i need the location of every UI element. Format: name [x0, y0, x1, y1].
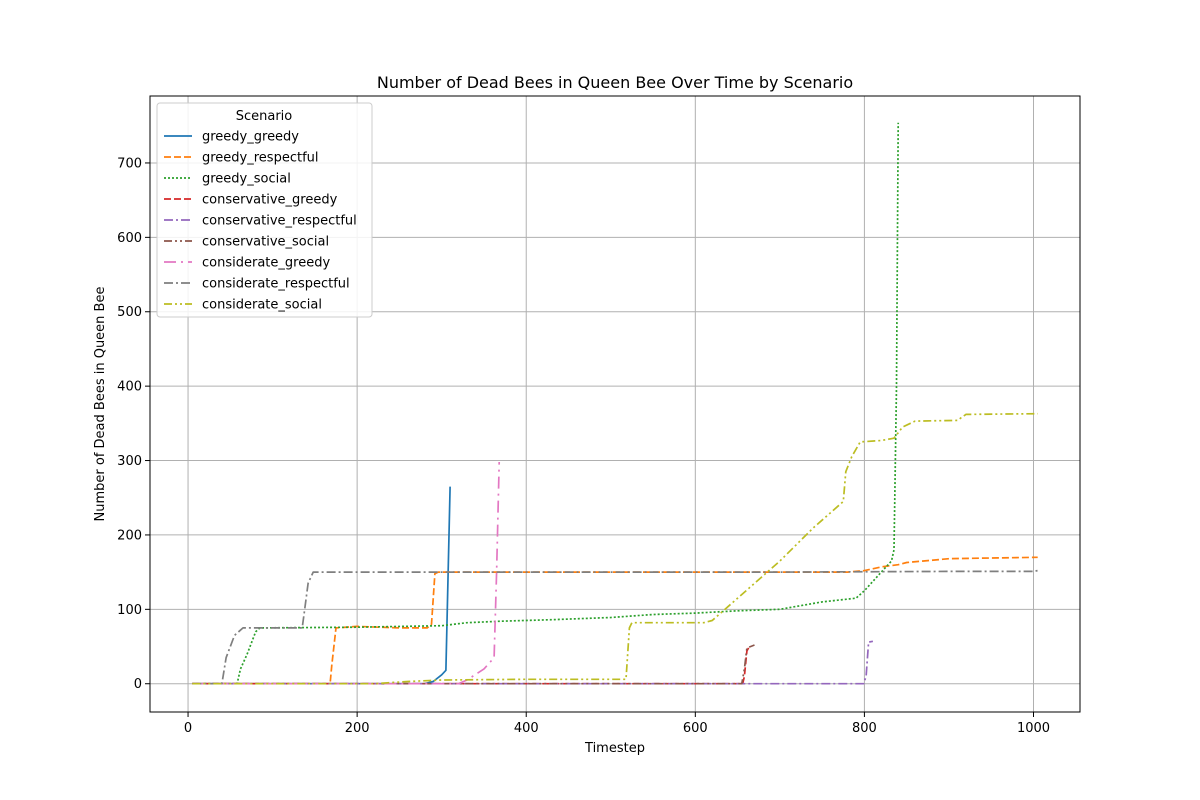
- legend-entry-label: greedy_respectful: [202, 151, 319, 166]
- legend-entry-label: considerate_social: [202, 298, 322, 313]
- legend-entry-label: considerate_greedy: [202, 256, 330, 271]
- series-layer: [192, 122, 1038, 685]
- x-tick-label: 200: [345, 721, 370, 736]
- x-tick-label: 800: [852, 721, 877, 736]
- x-tick-label: 0: [184, 721, 192, 736]
- legend-title: Scenario: [236, 109, 293, 124]
- y-tick-label: 200: [117, 528, 142, 543]
- x-tick-label: 1000: [1017, 721, 1050, 736]
- gridlines: [150, 96, 1080, 712]
- series-line-considerate-respectful: [192, 569, 1038, 685]
- legend-entry-label: conservative_greedy: [202, 193, 338, 208]
- series-line-greedy-social: [192, 122, 900, 685]
- legend-entry-label: greedy_greedy: [202, 130, 299, 145]
- series-line-conservative-social: [192, 644, 755, 685]
- x-axis-title: Timestep: [584, 741, 645, 756]
- x-tick-label: 400: [514, 721, 539, 736]
- series-line-conservative-respectful: [192, 640, 874, 685]
- plot-frame: [149, 95, 1081, 713]
- x-tick-label: 600: [683, 721, 708, 736]
- y-tick-label: 100: [117, 603, 142, 618]
- legend-entry-label: conservative_social: [202, 235, 329, 250]
- legend: Scenario greedy_greedy greedy_respectfulg…: [156, 102, 373, 318]
- y-tick-label: 300: [117, 454, 142, 469]
- y-tick-label: 0: [134, 677, 142, 692]
- legend-entry-label: conservative_respectful: [202, 214, 357, 229]
- y-tick-label: 600: [117, 231, 142, 246]
- y-tick-label: 700: [117, 156, 142, 171]
- y-tick-label: 500: [117, 305, 142, 320]
- legend-entry-label: greedy_social: [202, 172, 291, 187]
- legend-box: [156, 102, 373, 318]
- axis-ticks: 0 200 400 600 800 1000 0 100 200 300 400 500 600 700: [117, 156, 1050, 736]
- y-tick-label: 400: [117, 380, 142, 395]
- series-line-considerate-greedy: [192, 461, 501, 685]
- legend-entry-label: considerate_respectful: [202, 277, 350, 292]
- chart-title: Number of Dead Bees in Queen Bee Over Ti…: [377, 73, 853, 92]
- y-axis-title: Number of Dead Bees in Queen Bee: [93, 287, 108, 522]
